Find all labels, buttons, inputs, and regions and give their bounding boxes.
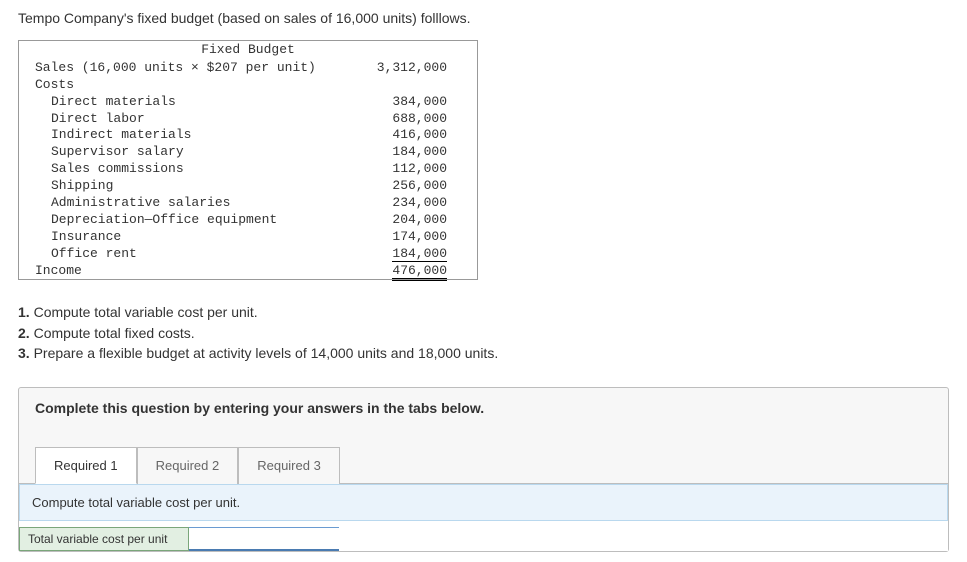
cost-row-value: 384,000: [347, 94, 447, 111]
tab-prompt: Compute total variable cost per unit.: [19, 484, 948, 521]
cost-row-value: 688,000: [347, 111, 447, 128]
sales-label: Sales (16,000 units × $207 per unit): [27, 60, 347, 77]
q1-text: Compute total variable cost per unit.: [30, 304, 258, 320]
q2-num: 2.: [18, 325, 30, 341]
budget-title: Fixed Budget: [19, 41, 477, 60]
cost-row-value: 256,000: [347, 178, 447, 195]
cost-row-value: 416,000: [347, 127, 447, 144]
tab-required-3[interactable]: Required 3: [238, 447, 340, 484]
worksheet-input-cell[interactable]: [189, 527, 339, 551]
answer-instruction: Complete this question by entering your …: [19, 388, 948, 428]
cost-row-value: 174,000: [347, 229, 447, 246]
q1-num: 1.: [18, 304, 30, 320]
cost-row-label: Supervisor salary: [27, 144, 347, 161]
costs-label: Costs: [27, 77, 347, 94]
sales-value: 3,312,000: [347, 60, 447, 77]
tab-required-2[interactable]: Required 2: [137, 447, 239, 484]
fixed-budget-table: Fixed Budget Sales (16,000 units × $207 …: [18, 40, 478, 280]
q3-text: Prepare a flexible budget at activity le…: [30, 345, 499, 361]
tab-body: Compute total variable cost per unit. To…: [19, 483, 948, 551]
variable-cost-input[interactable]: [189, 528, 339, 549]
cost-row-label: Indirect materials: [27, 127, 347, 144]
tab-required-1[interactable]: Required 1: [35, 447, 137, 484]
cost-row-label: Sales commissions: [27, 161, 347, 178]
cost-row-value: 184,000: [392, 246, 447, 262]
worksheet-row-label: Total variable cost per unit: [19, 527, 189, 551]
question-list: 1. Compute total variable cost per unit.…: [18, 302, 949, 363]
income-label: Income: [27, 263, 347, 280]
cost-row-value: 112,000: [347, 161, 447, 178]
intro-text: Tempo Company's fixed budget (based on s…: [18, 10, 949, 26]
cost-row-label: Depreciation—Office equipment: [27, 212, 347, 229]
cost-row-label: Insurance: [27, 229, 347, 246]
cost-row-label: Administrative salaries: [27, 195, 347, 212]
cost-row-value: 184,000: [347, 144, 447, 161]
worksheet-row: Total variable cost per unit: [19, 527, 948, 551]
q2-text: Compute total fixed costs.: [30, 325, 195, 341]
cost-row-label: Direct labor: [27, 111, 347, 128]
answer-panel: Complete this question by entering your …: [18, 387, 949, 552]
cost-row-label: Office rent: [27, 246, 347, 263]
cost-row-value: 234,000: [347, 195, 447, 212]
cost-row-label: Shipping: [27, 178, 347, 195]
income-value: 476,000: [392, 263, 447, 281]
cost-row-label: Direct materials: [27, 94, 347, 111]
tab-strip: Required 1 Required 2 Required 3: [19, 428, 948, 483]
cost-row-value: 204,000: [347, 212, 447, 229]
q3-num: 3.: [18, 345, 30, 361]
